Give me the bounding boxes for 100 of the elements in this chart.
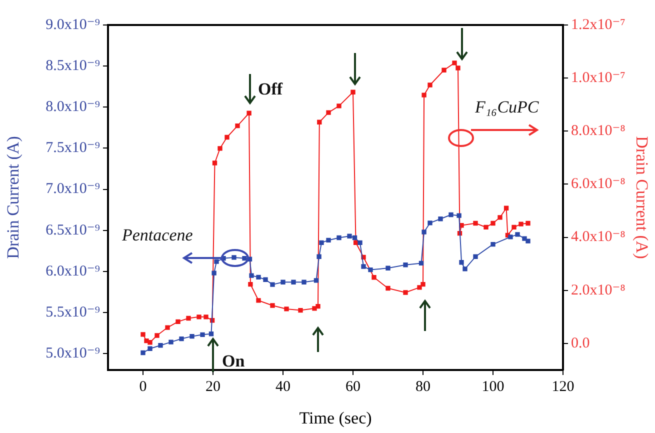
point <box>246 110 252 116</box>
point <box>456 66 460 70</box>
point <box>512 224 516 230</box>
point <box>452 60 457 66</box>
y-tick-label: 8.5x10⁻⁹ <box>46 58 100 74</box>
point <box>459 260 464 265</box>
point <box>361 264 366 269</box>
point <box>302 280 306 284</box>
point <box>417 285 422 290</box>
y2-tick-label: 1.0x10⁻⁷ <box>571 70 626 86</box>
point <box>518 222 524 226</box>
point <box>298 308 303 313</box>
point <box>196 314 202 320</box>
point <box>448 212 454 218</box>
point <box>158 343 163 348</box>
point <box>317 120 322 124</box>
point <box>428 82 432 88</box>
point <box>386 266 390 270</box>
point <box>212 160 218 166</box>
point <box>422 92 426 98</box>
point <box>176 319 180 324</box>
point <box>490 242 496 247</box>
point <box>235 124 240 128</box>
point <box>212 270 216 276</box>
point <box>270 282 275 287</box>
point <box>284 306 289 312</box>
point <box>249 273 254 278</box>
y-tick-label: 8.0x10⁻⁹ <box>46 99 100 116</box>
y2-tick-label: 6.0x10⁻⁸ <box>571 176 626 192</box>
x-tick-label: 0 <box>139 378 147 395</box>
point <box>179 336 184 342</box>
x-tick-label: 40 <box>276 378 290 395</box>
x-tick-label: 120 <box>552 378 574 395</box>
y2-tick-label: 2.0x10⁻⁸ <box>571 282 626 298</box>
point <box>368 267 373 272</box>
point <box>420 282 426 287</box>
point <box>218 146 222 151</box>
point <box>456 213 462 218</box>
point <box>312 306 317 311</box>
point <box>326 238 331 243</box>
point <box>484 224 488 230</box>
point <box>526 238 530 244</box>
point <box>256 298 261 303</box>
point <box>319 240 324 246</box>
point <box>316 254 322 259</box>
point <box>336 104 342 108</box>
point <box>148 340 152 345</box>
point <box>358 240 362 246</box>
point <box>168 340 174 344</box>
point <box>242 256 247 261</box>
point <box>148 346 152 351</box>
point <box>248 282 253 287</box>
point <box>208 332 214 336</box>
point <box>190 334 194 339</box>
y-tick-label: 6.0x10⁻⁹ <box>46 263 100 280</box>
point <box>186 316 191 321</box>
x-axis-title: Time (sec) <box>299 408 372 428</box>
y-tick-label: 5.5x10⁻⁹ <box>46 304 100 320</box>
y2-tick-label: 8.0x10⁻⁸ <box>571 123 626 140</box>
annotation: Off <box>258 79 283 98</box>
point <box>473 220 478 226</box>
y-tick-label: 7.0x10⁻⁹ <box>46 181 100 198</box>
point <box>165 325 170 330</box>
point <box>490 220 496 226</box>
point <box>256 274 261 280</box>
point <box>214 259 219 264</box>
point <box>204 314 208 320</box>
point <box>428 220 432 226</box>
point <box>352 235 358 240</box>
x-tick-label: 80 <box>416 378 430 395</box>
x-tick-label: 100 <box>482 378 504 395</box>
y-tick-label: 9.0x10⁻⁹ <box>46 16 100 33</box>
series-label: F₁₆CuPC <box>474 97 540 116</box>
point <box>438 216 443 222</box>
x-tick-label: 60 <box>346 378 360 395</box>
point <box>522 236 527 241</box>
point <box>418 260 424 266</box>
point <box>508 234 513 240</box>
point <box>326 110 331 115</box>
point <box>403 290 408 295</box>
point <box>314 278 319 283</box>
point <box>526 220 530 226</box>
y2-tick-label: 4.0x10⁻⁸ <box>571 229 626 246</box>
y2-tick-label: 1.2x10⁻⁷ <box>571 16 626 33</box>
point <box>498 215 502 220</box>
point <box>154 333 160 338</box>
point <box>200 332 205 338</box>
point <box>140 350 146 356</box>
point <box>515 232 520 237</box>
point <box>442 68 446 72</box>
point <box>291 280 296 284</box>
point <box>270 303 275 308</box>
y2-tick-label: 0.0 <box>571 335 590 352</box>
y-tick-label: 6.5x10⁻⁹ <box>46 222 100 238</box>
point <box>316 304 320 309</box>
point <box>224 134 230 140</box>
y-tick-label: 5.0x10⁻⁹ <box>46 346 100 362</box>
point <box>336 235 342 240</box>
point <box>462 266 468 272</box>
point <box>504 206 509 210</box>
